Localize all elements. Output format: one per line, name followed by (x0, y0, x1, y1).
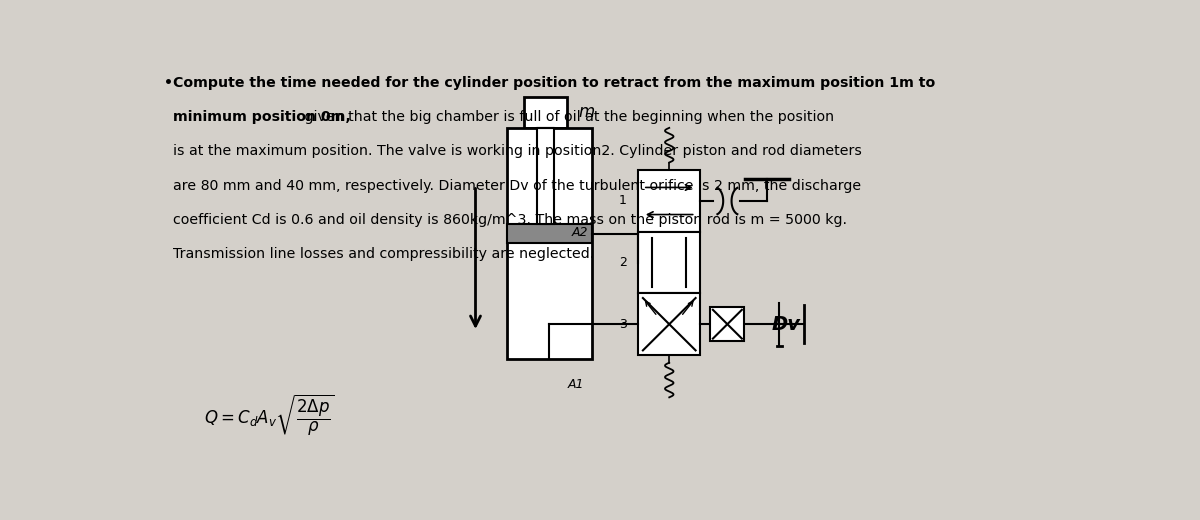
Bar (506, 224, 592, 243)
Text: m: m (578, 103, 594, 122)
Text: are 80 mm and 40 mm, respectively. Diameter Dv of the turbulent orifice is 2 mm,: are 80 mm and 40 mm, respectively. Diame… (173, 178, 862, 192)
Text: given that the big chamber is full of oil at the beginning when the position: given that the big chamber is full of oi… (300, 110, 834, 124)
Text: 2: 2 (619, 256, 626, 269)
Bar (506, 128, 592, 359)
Text: is at the maximum position. The valve is working in position2. Cylinder piston a: is at the maximum position. The valve is… (173, 145, 862, 159)
Text: 3: 3 (619, 318, 626, 331)
Text: minimum position 0m,: minimum position 0m, (173, 110, 352, 124)
Text: A2: A2 (571, 227, 588, 240)
Text: •: • (164, 76, 173, 90)
Text: coefficient Cd is 0.6 and oil density is 860kg/m^3. The mass on the piston rod i: coefficient Cd is 0.6 and oil density is… (173, 213, 847, 227)
Text: Dv: Dv (772, 315, 800, 334)
Text: Transmission line losses and compressibility are neglected.: Transmission line losses and compressibi… (173, 246, 594, 261)
Bar (524, 97, 566, 128)
Bar (638, 170, 701, 232)
Bar (710, 307, 744, 341)
Text: $Q = C_d A_v \sqrt{\dfrac{2\Delta p}{\rho}}$: $Q = C_d A_v \sqrt{\dfrac{2\Delta p}{\rh… (204, 392, 335, 438)
Text: Compute the time needed for the cylinder position to retract from the maximum po: Compute the time needed for the cylinder… (173, 76, 936, 90)
Bar (638, 293, 701, 355)
Text: 1: 1 (619, 194, 626, 207)
Text: A1: A1 (568, 378, 584, 391)
Bar (536, 128, 553, 224)
Bar (638, 232, 701, 293)
